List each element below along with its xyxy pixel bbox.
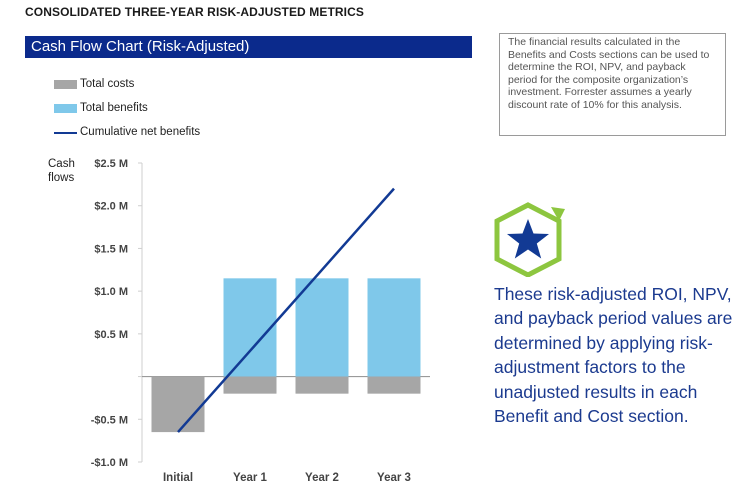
y-tick-label: $0.5 M (94, 329, 128, 341)
legend-label: Total costs (80, 78, 135, 90)
page-heading: CONSOLIDATED THREE-YEAR RISK-ADJUSTED ME… (25, 5, 364, 19)
legend-label: Cumulative net benefits (80, 126, 201, 138)
y-tick-label: $1.5 M (94, 243, 128, 255)
x-tick-label: Year 3 (377, 472, 411, 484)
costs-bar (367, 376, 421, 394)
x-tick-label: Year 1 (233, 472, 267, 484)
star-icon (493, 201, 569, 282)
y-axis-label-line-2: flows (48, 172, 74, 184)
y-tick-label: $2.0 M (94, 201, 128, 213)
x-axis-labels: Initial Year 1 Year 2 Year 3 (163, 472, 411, 484)
benefits-bar (295, 278, 349, 377)
y-axis-label-line-1: Cash (48, 158, 75, 170)
y-tick-label: $2.5 M (94, 158, 128, 170)
x-tick-label: Initial (163, 472, 193, 484)
legend-swatch-benefits (54, 104, 77, 113)
x-tick-label: Year 2 (305, 472, 339, 484)
costs-bar (223, 376, 277, 394)
callout-text: These risk-adjusted ROI, NPV, and paybac… (494, 284, 733, 427)
legend-swatch-line (54, 132, 77, 134)
costs-bar (295, 376, 349, 394)
chart-title: Cash Flow Chart (Risk-Adjusted) (31, 38, 250, 55)
y-tick-label: -$0.5 M (91, 414, 128, 426)
y-tick-label: -$1.0 M (91, 457, 128, 469)
bars (151, 278, 421, 433)
chart-title-bar: Cash Flow Chart (Risk-Adjusted) (25, 36, 472, 58)
legend-label: Total benefits (80, 102, 148, 114)
cumulative-line (177, 187, 395, 433)
costs-bar (151, 376, 205, 433)
cumulative-net-benefits-line (177, 187, 395, 433)
y-axis: -$1.0 M -$0.5 M $0.5 M $1.0 M $1.5 M $2.0 M $2… (91, 158, 430, 469)
benefits-bar (367, 278, 421, 377)
benefits-bar (223, 278, 277, 377)
note-box: The financial results calculated in the … (499, 33, 726, 136)
y-tick-label: $1.0 M (94, 286, 128, 298)
legend-swatch-costs (54, 80, 77, 89)
star-badge-graphic (494, 202, 565, 278)
